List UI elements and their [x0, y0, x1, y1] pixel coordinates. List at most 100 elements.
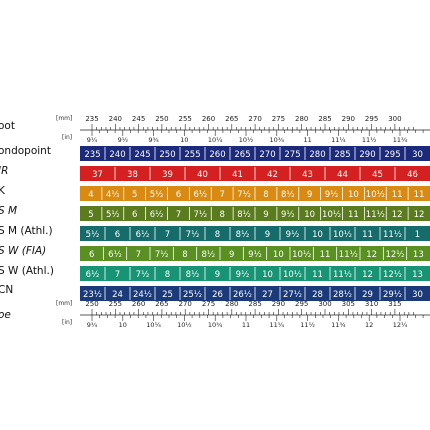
size-cell: 13 [412, 270, 423, 280]
top-ruler-mm-tick-label: 295 [365, 115, 378, 123]
bottom-ruler-mm-tick-label: 285 [248, 300, 261, 308]
size-cell: 8½ [236, 230, 250, 240]
top-ruler-in-tick-label: 11½ [362, 136, 377, 144]
size-cell: 12 [414, 210, 425, 220]
size-cell: 6½ [108, 250, 122, 260]
top-ruler-mm-tick-label: 275 [272, 115, 285, 123]
size-cell: 10 [312, 230, 323, 240]
top-ruler-unit-mm: [mm] [56, 115, 72, 122]
size-cell: 38 [127, 170, 138, 180]
size-cell: 30 [412, 290, 423, 300]
size-cell: 8½ [237, 210, 251, 220]
size-cell: 8½ [186, 270, 200, 280]
bottom-ruler-in-tick-label: 12¼ [393, 321, 408, 329]
size-cell: 240 [109, 150, 125, 160]
size-cell: 8½ [281, 190, 295, 200]
size-cell: 11 [414, 190, 425, 200]
size-cell: 9½ [281, 210, 295, 220]
row-label-9: oe [0, 309, 11, 321]
bottom-ruler-mm-tick-label: 255 [109, 300, 122, 308]
size-cell: 10 [304, 210, 315, 220]
size-cell: 11 [312, 270, 323, 280]
size-cell: 40 [197, 170, 208, 180]
size-cell: 8 [219, 210, 224, 220]
size-cell: 7 [136, 250, 141, 260]
size-cell: 7½ [193, 210, 207, 220]
size-cell: 12 [362, 270, 373, 280]
size-cell: 11½ [339, 250, 358, 260]
row-label-2: JR [0, 165, 8, 177]
size-cell: 25½ [183, 290, 202, 300]
size-cell: 27½ [283, 290, 302, 300]
bottom-ruler-mm-tick-label: 270 [179, 300, 192, 308]
bottom-ruler-mm-tick-label: 260 [132, 300, 145, 308]
row-label-3: K [0, 185, 6, 197]
size-cell: 10 [348, 190, 359, 200]
size-cell: 10½ [366, 190, 385, 200]
size-cell: 12½ [385, 250, 404, 260]
bottom-ruler-in-tick-label: 11¾ [331, 321, 346, 329]
size-cell: 29 [362, 290, 373, 300]
size-cell: 275 [284, 150, 300, 160]
bottom-ruler-in-tick-label: 9¾ [87, 321, 98, 329]
size-cell: 5 [88, 210, 93, 220]
size-cell: 260 [209, 150, 225, 160]
size-cell: 29½ [383, 290, 402, 300]
bottom-ruler-mm-tick-label: 275 [202, 300, 215, 308]
size-cell: 11 [320, 250, 331, 260]
top-ruler-in-tick-label: 9¾ [148, 136, 159, 144]
size-cell: 12 [392, 210, 403, 220]
top-ruler-in-tick-label: 10½ [239, 136, 254, 144]
size-cell: 39 [162, 170, 173, 180]
size-cell: 250 [159, 150, 175, 160]
size-cell: 270 [259, 150, 275, 160]
size-cell: 23½ [83, 290, 102, 300]
size-cell: 27 [262, 290, 273, 300]
size-cell: 9½ [286, 230, 300, 240]
size-cell: 280 [309, 150, 325, 160]
size-band-6 [80, 246, 430, 261]
top-ruler-mm-tick-label: 270 [248, 115, 261, 123]
bottom-ruler-mm-tick-label: 280 [225, 300, 238, 308]
size-cell: 295 [384, 150, 400, 160]
bottom-ruler-in-tick-label: 11¼ [270, 321, 285, 329]
top-ruler-mm-tick-label: 260 [202, 115, 215, 123]
size-cell: 235 [84, 150, 100, 160]
size-cell: 10½ [283, 270, 302, 280]
size-cell: 11½ [333, 270, 352, 280]
bottom-ruler-mm-tick-label: 300 [318, 300, 331, 308]
bottom-ruler-unit-in: [in] [62, 319, 72, 326]
top-ruler-in-tick-label: 11¼ [331, 136, 346, 144]
row-label-8: CN [0, 284, 13, 296]
size-cell: 25 [162, 290, 173, 300]
size-cell: 285 [334, 150, 350, 160]
size-cell: 30 [412, 150, 423, 160]
bottom-ruler-mm-tick-label: 250 [85, 300, 98, 308]
bottom-ruler-mm-tick-label: 315 [388, 300, 401, 308]
size-cell: 9 [229, 250, 234, 260]
bottom-ruler-in-tick-label: 11 [242, 321, 250, 329]
top-ruler-in-tick-label: 9½ [118, 136, 128, 144]
size-cell: 11½ [366, 210, 385, 220]
top-ruler-in-tick-label: 10 [180, 136, 188, 144]
size-cell: 24 [112, 290, 123, 300]
size-cell: 11 [362, 230, 373, 240]
bottom-ruler-mm-tick-label: 310 [365, 300, 378, 308]
size-cell: 290 [359, 150, 375, 160]
size-cell: 1 [415, 230, 420, 240]
top-ruler-mm-tick-label: 265 [225, 115, 238, 123]
top-ruler-in-tick-label: 10¾ [270, 136, 285, 144]
size-cell: 10½ [333, 230, 352, 240]
row-label-4: S M [0, 205, 17, 217]
top-ruler-mm-tick-label: 255 [179, 115, 192, 123]
size-cell: 9½ [236, 270, 250, 280]
size-cell: 7½ [155, 250, 169, 260]
top-ruler-mm-tick-label: 250 [155, 115, 168, 123]
bottom-ruler-mm-tick-label: 290 [272, 300, 285, 308]
size-cell: 10½ [292, 250, 311, 260]
bottom-ruler-mm-tick-label: 265 [155, 300, 168, 308]
size-cell: 10½ [322, 210, 341, 220]
size-cell: 8½ [202, 250, 216, 260]
size-cell: 12½ [383, 270, 402, 280]
top-ruler-mm-tick-label: 285 [318, 115, 331, 123]
